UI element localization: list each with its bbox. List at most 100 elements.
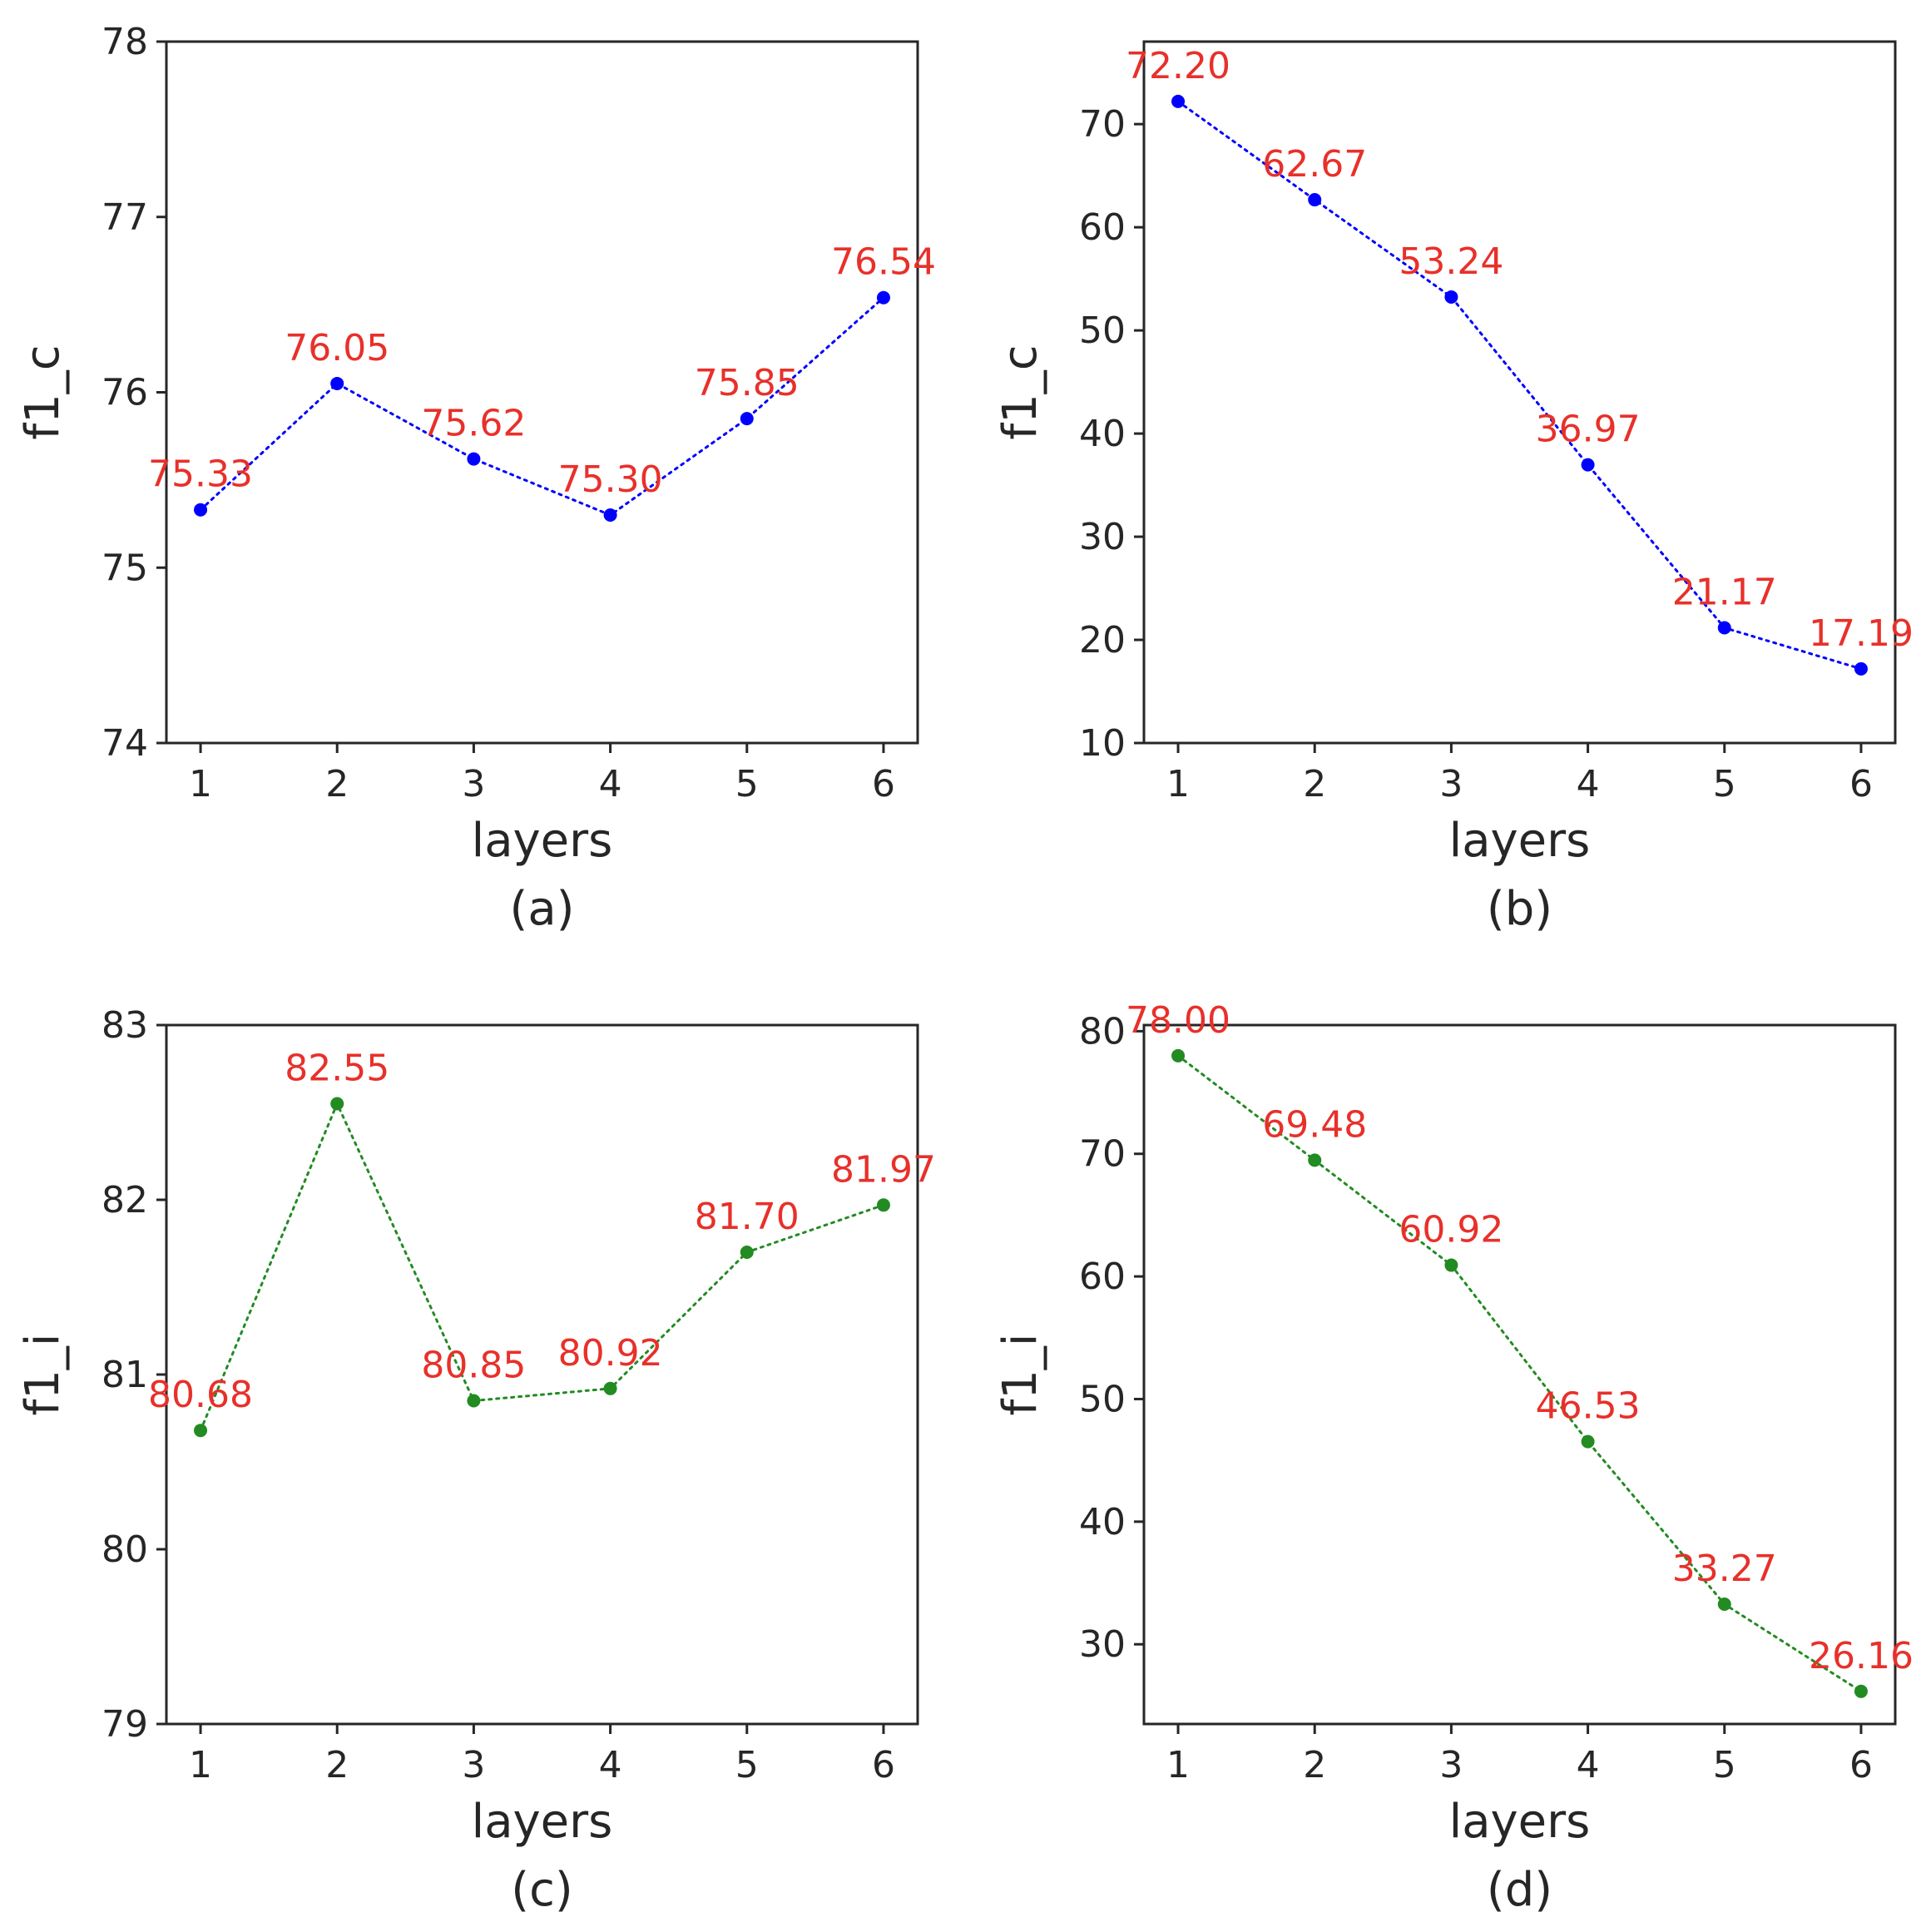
x-tick-label: 1 [189,763,212,805]
x-tick-label: 2 [1303,763,1326,805]
x-tick-label: 5 [1713,1744,1736,1786]
data-point [740,1246,754,1259]
data-point [876,1198,890,1212]
data-label: 62.67 [1262,143,1367,186]
x-tick-label: 5 [1713,763,1736,805]
chart-panel-2: 10 20 30 40 50 60 70 1 2 3 4 5 6 layers f1_c (b) 72.20 62… [993,40,1914,936]
data-label: 76.54 [831,241,936,284]
data-label: 60.92 [1399,1209,1503,1251]
x-tick-label: 1 [189,1744,212,1786]
x-tick-label: 6 [872,1744,895,1786]
data-label: 81.97 [831,1148,936,1191]
x-tick-label: 4 [1577,1744,1600,1786]
panel-caption: (a) [509,882,574,936]
x-tick-label: 4 [599,1744,622,1786]
x-tick-label: 5 [735,763,759,805]
data-point [603,1381,617,1395]
data-point [1308,193,1322,207]
y-tick-label: 10 [1079,722,1126,765]
y-tick-label: 30 [1079,1623,1126,1666]
data-point [1171,94,1186,108]
data-point [740,412,754,426]
data-label: 69.48 [1262,1103,1367,1146]
series-line [199,1100,885,1432]
data-label: 78.00 [1126,999,1230,1042]
data-label: 75.85 [695,362,800,404]
x-tick-label: 3 [462,763,485,805]
data-point [1717,1598,1731,1612]
data-point [1581,1434,1595,1449]
data-point [330,1097,344,1111]
data-label: 80.92 [558,1332,663,1375]
y-tick-label: 40 [1079,413,1126,455]
data-label: 75.33 [148,453,253,496]
x-tick-label: 5 [735,1744,759,1786]
x-tick-label: 1 [1166,1744,1190,1786]
data-point [1444,1258,1458,1272]
data-label: 80.85 [421,1345,526,1387]
y-tick-label: 20 [1079,619,1126,661]
data-label: 26.16 [1809,1635,1914,1677]
data-label: 81.70 [695,1196,800,1238]
data-point [467,1394,481,1408]
y-tick-label: 40 [1079,1501,1126,1543]
y-tick-label: 83 [101,1004,148,1047]
y-tick-label: 50 [1079,310,1126,352]
data-point [194,503,208,517]
data-point [876,290,890,305]
x-axis-label: layers [1449,1795,1591,1849]
x-tick-label: 6 [1849,763,1873,805]
panel-caption: (c) [511,1863,572,1917]
y-tick-label: 50 [1079,1378,1126,1420]
x-axis-label: layers [1449,814,1591,868]
y-tick-label: 60 [1079,206,1126,249]
data-label: 21.17 [1672,572,1777,614]
data-point [603,508,617,523]
data-label: 36.97 [1536,409,1641,451]
plot-frame [165,40,919,745]
data-point [1308,1153,1322,1167]
data-label: 33.27 [1672,1548,1777,1590]
y-tick-label: 60 [1079,1256,1126,1298]
x-tick-label: 1 [1166,763,1190,805]
chart-panel-3: 79 80 81 82 83 1 2 3 4 5 6 layers f1_i (c) 80.68 82.55 8… [16,1004,936,1917]
y-tick-label: 70 [1079,103,1126,146]
y-tick-label: 82 [101,1179,148,1221]
y-axis-label: f1_c [993,344,1047,439]
x-tick-label: 2 [1303,1744,1326,1786]
x-tick-label: 3 [1439,763,1463,805]
data-label: 75.30 [558,458,663,501]
plot-frame [1142,1023,1897,1726]
y-tick-label: 75 [101,547,148,589]
x-tick-label: 3 [1439,1744,1463,1786]
y-axis-label: f1_c [16,344,70,439]
data-label: 80.68 [148,1374,253,1416]
data-label: 76.05 [285,327,389,369]
y-axis-label: f1_i [993,1334,1047,1416]
data-point [1717,621,1731,635]
data-point [467,452,481,466]
chart-panel-4: 30 40 50 60 70 80 1 2 3 4 5 6 layers f1_i (d) 78.00 69.4… [993,999,1914,1917]
y-tick-label: 30 [1079,516,1126,558]
x-axis-label: layers [472,1795,613,1849]
y-tick-label: 80 [1079,1010,1126,1053]
x-tick-label: 2 [325,1744,349,1786]
panel-caption: (d) [1487,1863,1552,1917]
x-tick-label: 4 [1577,763,1600,805]
x-tick-label: 3 [462,1744,485,1786]
data-label: 75.62 [421,403,526,445]
y-axis-label: f1_i [16,1334,70,1416]
x-tick-label: 4 [599,763,622,805]
panel-caption: (b) [1487,882,1552,936]
y-tick-label: 70 [1079,1133,1126,1176]
data-point [1581,458,1595,472]
x-axis-label: layers [472,814,613,868]
x-tick-label: 6 [872,763,895,805]
plot-frame [165,1023,919,1726]
y-tick-label: 78 [101,21,148,63]
y-tick-label: 74 [101,722,148,765]
data-point [330,376,344,390]
data-label: 17.19 [1809,612,1914,655]
x-tick-label: 2 [325,763,349,805]
